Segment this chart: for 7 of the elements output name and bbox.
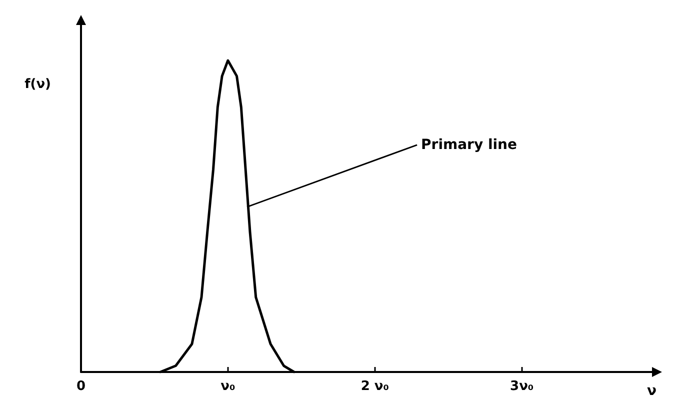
x-axis-title: ν [647, 383, 657, 399]
x-tick-label: 3ν₀ [510, 379, 534, 394]
x-tick-label: 0 [76, 379, 86, 394]
y-axis-title: f(ν) [24, 77, 51, 92]
x-tick-label: ν₀ [220, 379, 236, 394]
x-tick-label: 2 ν₀ [360, 379, 390, 394]
annotation: Primary line [421, 136, 518, 153]
